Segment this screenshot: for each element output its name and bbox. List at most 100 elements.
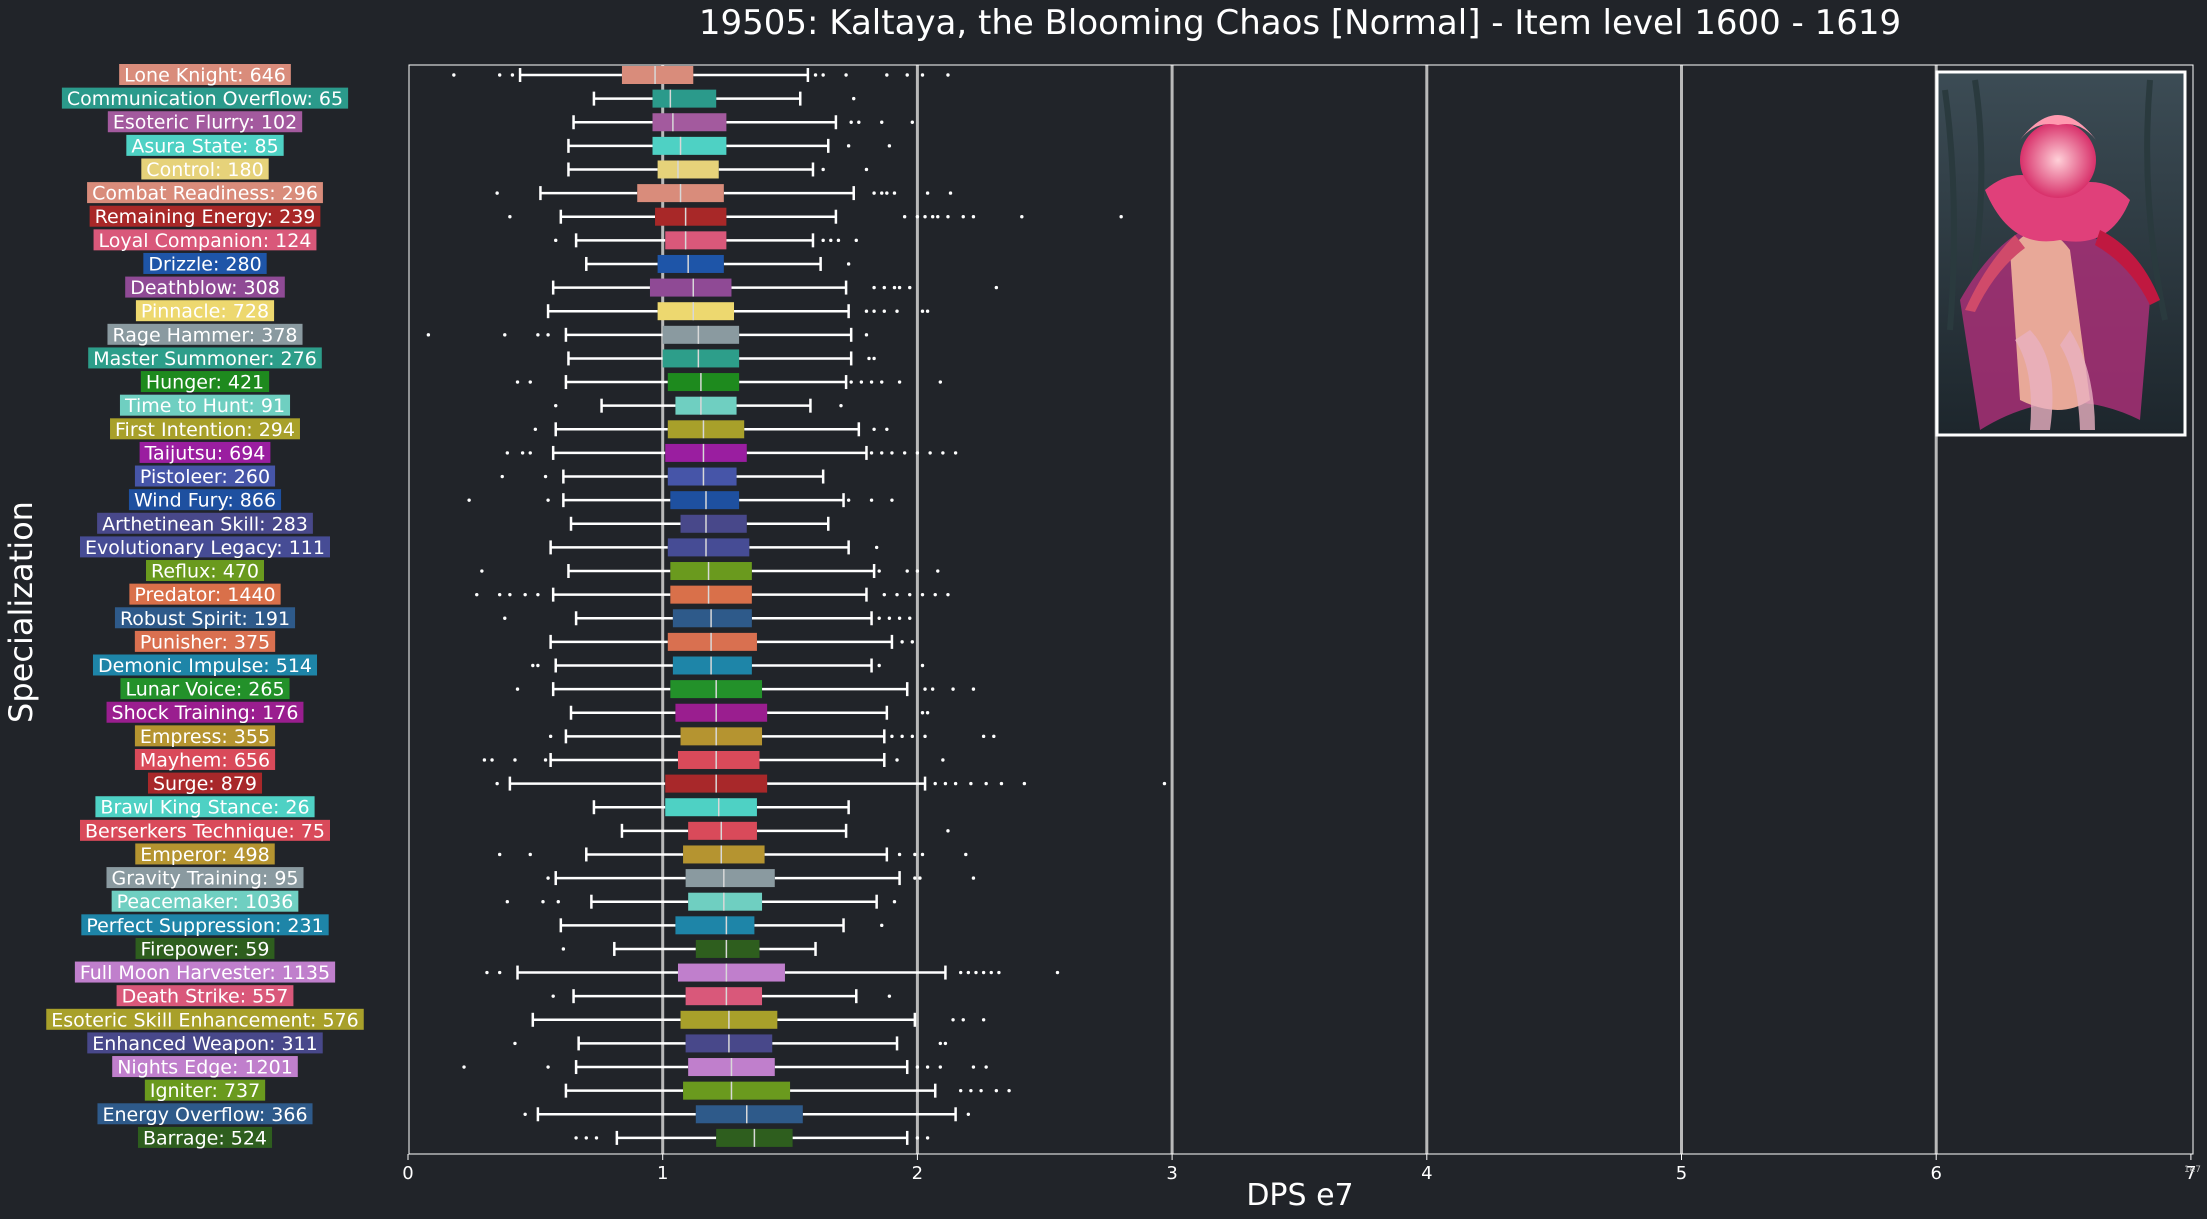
category-label-12: Master Summoner: 276	[88, 347, 322, 370]
box-24	[549, 632, 915, 651]
outlier-point	[1055, 970, 1060, 975]
category-label-text: Esoteric Flurry: 102	[113, 112, 297, 134]
box-7	[554, 231, 858, 250]
category-label-4: Control: 180	[141, 158, 269, 181]
category-label-text: Arthetinean Skill: 283	[102, 513, 308, 535]
outlier-point	[910, 640, 915, 644]
category-label-text: Taijutsu: 694	[144, 442, 266, 464]
x-tick-label: 3	[1166, 1163, 1177, 1184]
category-label-text: Loyal Companion: 124	[99, 230, 312, 252]
box-iqr	[688, 821, 757, 840]
category-label-bg	[146, 560, 264, 582]
box-18	[467, 491, 894, 510]
category-label-bg	[135, 843, 275, 865]
category-label-17: Pistoleer: 260	[134, 465, 276, 488]
outlier-point	[971, 215, 976, 219]
category-label-15: First Intention: 294	[110, 418, 300, 441]
box-43	[564, 1081, 1011, 1100]
box-iqr	[667, 632, 757, 651]
outlier-point	[925, 1065, 930, 1069]
category-label-18: Wind Fury: 866	[128, 489, 282, 512]
box-2	[572, 113, 915, 132]
outlier-point	[829, 238, 833, 243]
outlier-point	[536, 333, 540, 337]
category-label-text: Perfect Suppression: 231	[86, 915, 323, 937]
category-label-29: Mayhem: 656	[134, 748, 276, 771]
category-label-0: Lone Knight: 646	[119, 64, 291, 87]
category-label-bg	[126, 134, 284, 156]
category-label-text: Rage Hammer: 378	[112, 324, 297, 346]
box-35	[505, 892, 897, 911]
outlier-point	[885, 427, 889, 431]
outlier-point	[1119, 215, 1123, 219]
outlier-point	[872, 191, 876, 195]
outlier-point	[505, 900, 510, 904]
box-19	[569, 514, 830, 533]
category-label-bg	[112, 1056, 298, 1078]
outlier-point	[475, 592, 479, 597]
outlier-point	[892, 285, 897, 290]
outlier-point	[869, 451, 874, 455]
outlier-point	[508, 592, 512, 597]
category-label-text: Shock Training: 176	[112, 702, 299, 724]
outlier-point	[869, 498, 874, 502]
x-tick-label: 2	[912, 1163, 923, 1184]
outlier-point	[490, 758, 494, 762]
category-label-text: Firepower: 59	[141, 938, 270, 960]
category-label-text: Empress: 355	[140, 726, 270, 748]
plot-frame	[408, 64, 2194, 1155]
y-axis-label: Specialization	[2, 501, 40, 723]
box-34	[546, 869, 976, 888]
outlier-point	[900, 640, 904, 644]
category-label-bg	[97, 1103, 313, 1125]
category-label-40: Esoteric Skill Enhancement: 576	[46, 1008, 364, 1031]
box-44	[523, 1105, 971, 1124]
category-label-text: Reflux: 470	[151, 561, 259, 583]
box-iqr	[685, 869, 775, 888]
outlier-point	[887, 616, 892, 620]
outlier-point	[895, 309, 899, 313]
box-iqr	[667, 467, 737, 486]
outlier-point	[821, 238, 825, 243]
category-label-bg	[114, 607, 296, 629]
category-label-27: Shock Training: 176	[106, 701, 304, 724]
box-38	[485, 963, 1060, 982]
outlier-point	[920, 663, 925, 668]
outlier-point	[961, 215, 965, 219]
outlier-point	[897, 285, 902, 290]
box-6	[508, 207, 1123, 226]
outlier-point	[915, 1065, 920, 1069]
category-label-45: Barrage: 524	[137, 1126, 273, 1149]
outlier-point	[528, 451, 532, 455]
box-36	[559, 916, 884, 935]
outlier-point	[533, 427, 538, 431]
category-label-text: Peacemaker: 1036	[117, 891, 294, 913]
outlier-point	[925, 191, 930, 195]
outlier-point	[923, 734, 927, 739]
outlier-point	[836, 238, 841, 243]
outlier-point	[892, 191, 897, 195]
outlier-point	[482, 758, 487, 762]
outlier-point	[925, 309, 930, 313]
box-iqr	[667, 373, 740, 392]
outlier-point	[938, 1065, 943, 1069]
outlier-point	[989, 970, 993, 975]
category-label-text: First Intention: 294	[115, 419, 295, 441]
outlier-point	[846, 498, 851, 502]
category-label-bg	[135, 300, 275, 322]
outlier-point	[1162, 781, 1167, 786]
category-label-36: Perfect Suppression: 231	[81, 914, 329, 937]
outlier-point	[495, 781, 499, 786]
category-label-22: Predator: 1440	[129, 583, 281, 606]
outlier-point	[846, 262, 851, 266]
outlier-point	[520, 451, 525, 455]
outlier-point	[497, 852, 502, 857]
category-label-bg	[87, 1032, 323, 1054]
outlier-point	[933, 781, 937, 786]
outlier-point	[551, 994, 555, 998]
outlier-point	[864, 167, 869, 172]
outlier-point	[523, 592, 527, 597]
box-iqr	[662, 325, 740, 344]
category-label-bg	[116, 985, 294, 1007]
